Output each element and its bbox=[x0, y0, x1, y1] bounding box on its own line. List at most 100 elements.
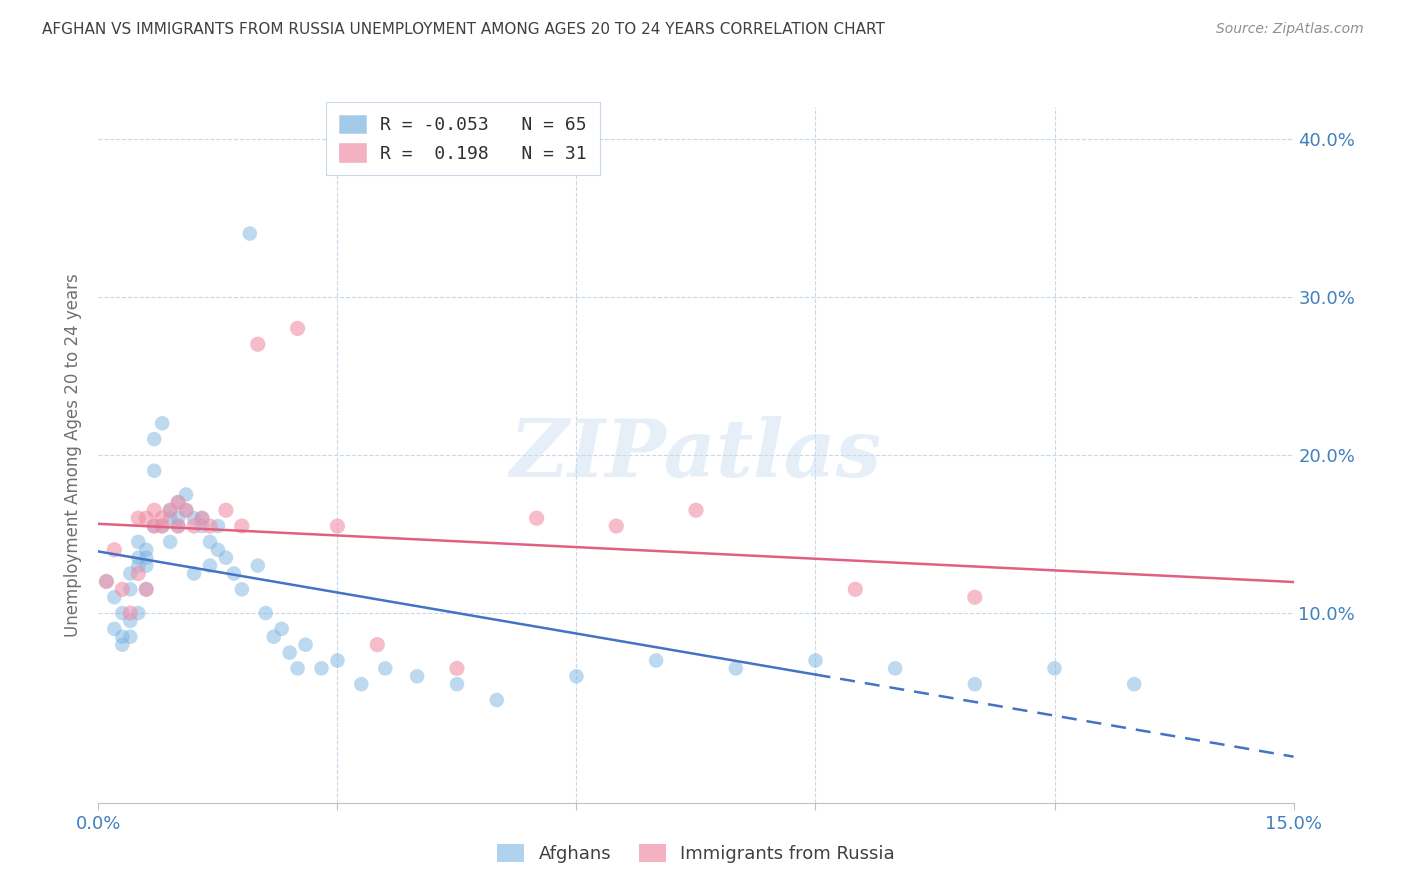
Point bbox=[366, 638, 388, 652]
Point bbox=[167, 519, 190, 533]
Point bbox=[645, 653, 668, 667]
Point bbox=[167, 495, 190, 509]
Point bbox=[485, 693, 508, 707]
Point bbox=[526, 511, 548, 525]
Point bbox=[167, 495, 190, 509]
Point bbox=[135, 582, 157, 597]
Point bbox=[287, 321, 309, 335]
Point bbox=[565, 669, 588, 683]
Point bbox=[143, 503, 166, 517]
Point bbox=[103, 591, 125, 605]
Point bbox=[207, 542, 229, 557]
Point bbox=[884, 661, 907, 675]
Point bbox=[183, 519, 205, 533]
Point bbox=[239, 227, 262, 241]
Point bbox=[135, 558, 157, 573]
Point bbox=[326, 519, 349, 533]
Point bbox=[159, 503, 181, 517]
Point bbox=[724, 661, 747, 675]
Point bbox=[143, 464, 166, 478]
Point bbox=[215, 550, 238, 565]
Point bbox=[111, 630, 134, 644]
Point bbox=[231, 519, 253, 533]
Point bbox=[127, 566, 149, 581]
Point bbox=[159, 511, 181, 525]
Point bbox=[198, 558, 221, 573]
Point bbox=[287, 661, 309, 675]
Point bbox=[127, 606, 149, 620]
Point bbox=[374, 661, 396, 675]
Point bbox=[143, 519, 166, 533]
Point bbox=[963, 677, 986, 691]
Point bbox=[406, 669, 429, 683]
Point bbox=[183, 511, 205, 525]
Point bbox=[127, 534, 149, 549]
Point bbox=[103, 622, 125, 636]
Point bbox=[174, 503, 197, 517]
Point bbox=[96, 574, 118, 589]
Point bbox=[207, 519, 229, 533]
Point bbox=[159, 503, 181, 517]
Point bbox=[150, 511, 173, 525]
Point bbox=[446, 677, 468, 691]
Point bbox=[191, 511, 214, 525]
Point bbox=[111, 638, 134, 652]
Point bbox=[1043, 661, 1066, 675]
Point bbox=[294, 638, 316, 652]
Point bbox=[167, 511, 190, 525]
Point bbox=[215, 503, 238, 517]
Point bbox=[350, 677, 373, 691]
Text: AFGHAN VS IMMIGRANTS FROM RUSSIA UNEMPLOYMENT AMONG AGES 20 TO 24 YEARS CORRELAT: AFGHAN VS IMMIGRANTS FROM RUSSIA UNEMPLO… bbox=[42, 22, 884, 37]
Point bbox=[326, 653, 349, 667]
Point bbox=[120, 606, 142, 620]
Point bbox=[191, 511, 214, 525]
Point bbox=[685, 503, 707, 517]
Point bbox=[222, 566, 245, 581]
Point bbox=[246, 558, 269, 573]
Point bbox=[278, 646, 301, 660]
Point bbox=[198, 534, 221, 549]
Point bbox=[143, 432, 166, 446]
Point bbox=[844, 582, 866, 597]
Point bbox=[198, 519, 221, 533]
Point bbox=[311, 661, 333, 675]
Point bbox=[120, 630, 142, 644]
Point bbox=[246, 337, 269, 351]
Point bbox=[120, 582, 142, 597]
Legend: Afghans, Immigrants from Russia: Afghans, Immigrants from Russia bbox=[491, 837, 901, 871]
Text: ZIPatlas: ZIPatlas bbox=[510, 417, 882, 493]
Text: Source: ZipAtlas.com: Source: ZipAtlas.com bbox=[1216, 22, 1364, 37]
Point bbox=[1123, 677, 1146, 691]
Point bbox=[270, 622, 292, 636]
Point bbox=[135, 582, 157, 597]
Point bbox=[127, 558, 149, 573]
Point bbox=[111, 606, 134, 620]
Point bbox=[127, 511, 149, 525]
Point bbox=[150, 417, 173, 431]
Y-axis label: Unemployment Among Ages 20 to 24 years: Unemployment Among Ages 20 to 24 years bbox=[63, 273, 82, 637]
Point bbox=[150, 519, 173, 533]
Point bbox=[120, 566, 142, 581]
Point bbox=[804, 653, 827, 667]
Point bbox=[446, 661, 468, 675]
Point bbox=[174, 487, 197, 501]
Point bbox=[174, 503, 197, 517]
Point bbox=[96, 574, 118, 589]
Point bbox=[167, 519, 190, 533]
Point bbox=[135, 550, 157, 565]
Point bbox=[135, 542, 157, 557]
Point bbox=[183, 566, 205, 581]
Point bbox=[120, 614, 142, 628]
Point bbox=[263, 630, 285, 644]
Point bbox=[159, 534, 181, 549]
Point bbox=[103, 542, 125, 557]
Point bbox=[143, 519, 166, 533]
Point bbox=[150, 519, 173, 533]
Point bbox=[111, 582, 134, 597]
Point bbox=[231, 582, 253, 597]
Point bbox=[135, 511, 157, 525]
Point bbox=[605, 519, 627, 533]
Point bbox=[254, 606, 277, 620]
Point bbox=[127, 550, 149, 565]
Point bbox=[963, 591, 986, 605]
